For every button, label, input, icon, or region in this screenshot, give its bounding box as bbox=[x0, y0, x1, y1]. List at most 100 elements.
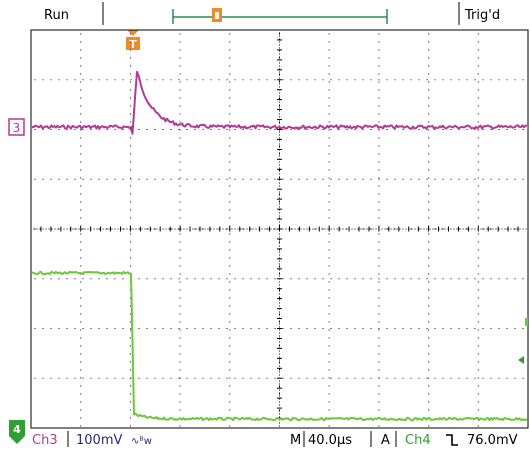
grid-dot bbox=[428, 313, 430, 315]
grid-dot bbox=[378, 257, 380, 259]
grid-dot bbox=[378, 369, 380, 371]
trigger-level-marker[interactable] bbox=[518, 356, 524, 364]
grid-dot bbox=[428, 41, 430, 43]
grid-dot bbox=[266, 129, 268, 130]
center-axis-dot bbox=[279, 314, 280, 316]
center-axis-dot bbox=[213, 228, 215, 230]
center-axis-dot bbox=[279, 422, 280, 424]
grid-dot bbox=[138, 178, 140, 180]
grid-dot bbox=[378, 209, 380, 211]
grid-dot bbox=[129, 305, 131, 307]
center-axis-dot bbox=[135, 228, 137, 230]
grid-dot bbox=[229, 81, 231, 83]
ch4-ground-marker[interactable]: 4 bbox=[9, 420, 25, 444]
grid-dot bbox=[80, 313, 82, 315]
center-axis-dot bbox=[279, 275, 280, 277]
grid-dot bbox=[514, 79, 516, 81]
grid-dot bbox=[418, 178, 420, 180]
grid-dot bbox=[428, 353, 430, 355]
center-axis-dot bbox=[279, 215, 280, 217]
grid-dot bbox=[170, 178, 172, 180]
grid-dot bbox=[402, 377, 404, 379]
center-axis-dot bbox=[522, 228, 524, 230]
grid-dot bbox=[194, 129, 196, 130]
center-axis-dot bbox=[279, 158, 280, 160]
center-axis-dot bbox=[279, 167, 280, 169]
ch3-ground-marker[interactable]: 3 bbox=[8, 118, 25, 136]
ch3-scale[interactable]: 100mV bbox=[76, 433, 122, 448]
grid-dot bbox=[477, 33, 479, 35]
trigger-source[interactable]: Ch4 bbox=[405, 433, 431, 448]
grid-dot bbox=[477, 289, 479, 291]
grid-dot bbox=[328, 273, 330, 275]
trigger-time-marker[interactable]: T bbox=[126, 30, 140, 51]
grid-dot bbox=[90, 328, 92, 329]
grid-dot bbox=[229, 233, 231, 235]
grid-dot bbox=[428, 377, 430, 379]
grid-dot bbox=[210, 178, 212, 180]
center-axis-dot bbox=[279, 209, 280, 211]
center-axis-dot bbox=[279, 131, 280, 133]
center-axis-dot bbox=[279, 218, 280, 220]
grid-dot bbox=[129, 33, 131, 35]
grid-dot bbox=[428, 329, 430, 331]
grid-dot bbox=[378, 273, 380, 275]
center-axis-dot bbox=[291, 228, 293, 230]
grid-dot bbox=[80, 249, 82, 251]
grid-dot bbox=[522, 278, 524, 280]
grid-dot bbox=[250, 228, 252, 230]
center-axis-dot bbox=[279, 107, 280, 109]
grid-dot bbox=[506, 377, 508, 379]
grid-dot bbox=[98, 228, 100, 230]
grid-dot bbox=[179, 217, 181, 219]
center-axis-dot bbox=[372, 228, 374, 230]
center-axis-dot bbox=[279, 203, 280, 205]
grid-dot bbox=[477, 105, 479, 107]
grid-dot bbox=[170, 79, 172, 81]
grid-dot bbox=[229, 121, 231, 123]
grid-dot bbox=[328, 209, 330, 211]
grid-dot bbox=[477, 201, 479, 203]
grid-dot bbox=[442, 328, 444, 329]
center-axis-dot bbox=[438, 228, 440, 230]
grid-dot bbox=[90, 79, 92, 81]
grid-dot bbox=[162, 129, 164, 130]
grid-dot bbox=[266, 278, 268, 280]
center-axis-dot bbox=[45, 228, 47, 230]
center-axis-dot bbox=[279, 401, 280, 403]
grid-dot bbox=[290, 377, 292, 379]
grid-dot bbox=[179, 385, 181, 387]
ch3-label[interactable]: Ch3 bbox=[32, 433, 58, 448]
grid-dot bbox=[450, 278, 452, 280]
grid-dot bbox=[477, 377, 479, 379]
center-axis-dot bbox=[279, 92, 280, 94]
grid-dot bbox=[394, 79, 396, 81]
grid-dot bbox=[279, 393, 280, 395]
grid-dot bbox=[330, 79, 332, 81]
grid-dot bbox=[477, 305, 479, 307]
trigger-level[interactable]: 76.0mV bbox=[467, 433, 518, 448]
grid-dot bbox=[80, 401, 82, 403]
grid-dot bbox=[226, 328, 228, 329]
grid-dot bbox=[80, 121, 82, 123]
center-axis-dot bbox=[279, 230, 280, 232]
grid-dot bbox=[514, 328, 516, 329]
grid-dot bbox=[410, 228, 412, 230]
grid-dot bbox=[378, 281, 380, 283]
center-axis-dot bbox=[279, 389, 280, 391]
record-length-bar[interactable] bbox=[172, 8, 388, 24]
grid-dot bbox=[498, 377, 500, 379]
grid-dot bbox=[477, 297, 479, 299]
grid-dot bbox=[80, 169, 82, 171]
grid-dot bbox=[322, 328, 324, 329]
grid-dot bbox=[298, 129, 300, 130]
grid-dot bbox=[80, 353, 82, 355]
timebase-value[interactable]: 40.0μs bbox=[308, 433, 352, 448]
grid-dot bbox=[186, 129, 188, 130]
center-axis-dot bbox=[252, 228, 254, 230]
grid-dot bbox=[306, 178, 308, 180]
grid-dot bbox=[80, 65, 82, 67]
grid-dot bbox=[482, 178, 484, 180]
center-axis-dot bbox=[447, 228, 449, 230]
grid-dot bbox=[129, 425, 131, 427]
